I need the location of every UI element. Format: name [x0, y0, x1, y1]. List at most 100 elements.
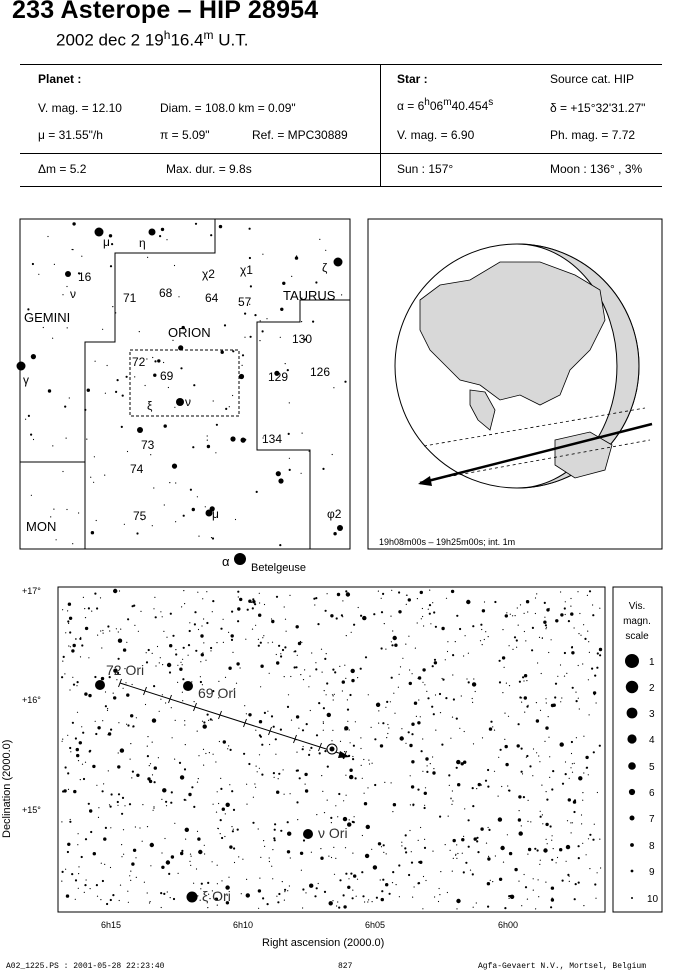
finder-label-126: 126	[310, 365, 330, 379]
detail-star-686	[162, 664, 164, 666]
detail-star-1276	[286, 821, 289, 824]
detail-star-439	[122, 829, 125, 831]
finder-star-153	[94, 360, 96, 362]
detail-star-89	[68, 622, 70, 625]
detail-star-723	[72, 676, 74, 678]
detail-star-217	[398, 591, 401, 594]
detail-star-260	[77, 833, 79, 835]
finder-label-eta: η	[139, 236, 146, 250]
detail-star-788	[118, 899, 120, 902]
detail-star-801	[109, 805, 112, 808]
detail-star-754	[535, 908, 537, 910]
detail-star-168	[259, 877, 261, 879]
detail-star-357	[408, 873, 411, 877]
detail-star-391	[455, 766, 458, 769]
detail-star-988	[514, 615, 516, 617]
target-star-core	[329, 746, 335, 752]
finder-star-60	[259, 320, 261, 322]
detail-star-1074	[348, 878, 350, 880]
finder-star-61	[115, 390, 118, 393]
detail-star-614	[532, 889, 534, 891]
detail-star-1174	[509, 894, 512, 898]
detail-star-48	[289, 857, 291, 859]
detail-star-1277	[501, 656, 506, 660]
detail-star-1232	[305, 892, 307, 894]
detail-star-600	[84, 884, 87, 887]
detail-star-961	[161, 694, 163, 696]
detail-star-632	[129, 758, 131, 760]
detail-star-707	[520, 770, 523, 773]
detail-star-900	[582, 799, 584, 801]
detail-star-970	[258, 907, 260, 909]
constellation-boundary-east	[256, 299, 350, 549]
detail-star-161	[560, 701, 562, 703]
detail-star-396	[441, 677, 443, 680]
detail-star-1109	[371, 762, 373, 764]
finder-label-130: 130	[292, 332, 312, 346]
detail-star-910	[374, 783, 377, 787]
detail-star-944	[217, 827, 219, 830]
finder-star-144	[178, 345, 184, 351]
detail-star-1	[301, 729, 305, 732]
finder-label-134: 134	[262, 432, 282, 446]
detail-star-263	[565, 860, 567, 862]
detail-star-244	[455, 854, 457, 856]
detail-star-291	[261, 743, 264, 746]
finder-star-125	[241, 354, 245, 357]
detail-star-1083	[274, 823, 277, 826]
detail-star-127	[67, 602, 72, 606]
detail-star-237	[422, 668, 426, 672]
finder-star-64	[31, 262, 34, 266]
detail-star-313	[439, 815, 442, 818]
detail-star-670	[407, 598, 411, 602]
detail-star-1280	[240, 893, 242, 895]
finder-star-140	[303, 338, 307, 341]
detail-star-835	[434, 625, 437, 628]
finder-star-2	[308, 450, 310, 452]
detail-star-669	[301, 641, 303, 644]
detail-star-609	[583, 905, 585, 907]
finder-star-129	[27, 308, 30, 311]
detail-star-501	[120, 628, 122, 630]
detail-star-638	[328, 901, 333, 906]
detail-star-918	[104, 705, 107, 708]
detail-star-761	[170, 791, 173, 794]
detail-star-914	[246, 783, 248, 785]
finder-star-107	[255, 490, 258, 493]
detail-star-296	[476, 836, 479, 839]
detail-star-1243	[456, 759, 461, 765]
detail-star-1159	[563, 607, 566, 610]
detail-star-953	[304, 772, 308, 777]
detail-star-750	[583, 772, 585, 774]
detail-star-40	[94, 675, 97, 679]
detail-star-772	[151, 718, 157, 723]
dec-tick-labels: +17° +16° +15°	[22, 586, 41, 815]
detail-star-571	[345, 794, 347, 796]
detail-star-758	[84, 838, 88, 841]
detail-star-448	[523, 674, 528, 678]
finder-star-41	[104, 392, 106, 394]
finder-star-127	[287, 432, 290, 435]
detail-star-796	[552, 703, 556, 707]
detail-star-1210	[459, 627, 462, 631]
detail-star-157	[233, 861, 236, 864]
ra-tick-6h10: 6h10	[233, 920, 253, 930]
detail-star-617	[360, 614, 363, 617]
detail-star-245	[545, 838, 547, 841]
finder-star-139	[204, 506, 206, 508]
detail-star-889	[116, 679, 118, 681]
detail-star-721	[316, 814, 318, 816]
detail-star-722	[320, 648, 323, 650]
detail-star-1048	[198, 755, 200, 757]
detail-star-1115	[537, 879, 539, 881]
detail-star-1142	[336, 905, 338, 907]
detail-star-443	[404, 847, 407, 850]
finder-star-58	[341, 294, 343, 296]
detail-star-823	[498, 756, 500, 758]
detail-star-531	[472, 906, 474, 908]
detail-star-1278	[62, 738, 64, 740]
detail-star-543	[104, 691, 107, 693]
detail-star-201	[279, 728, 282, 731]
detail-star-794	[596, 666, 599, 669]
detail-star-992	[181, 606, 183, 608]
